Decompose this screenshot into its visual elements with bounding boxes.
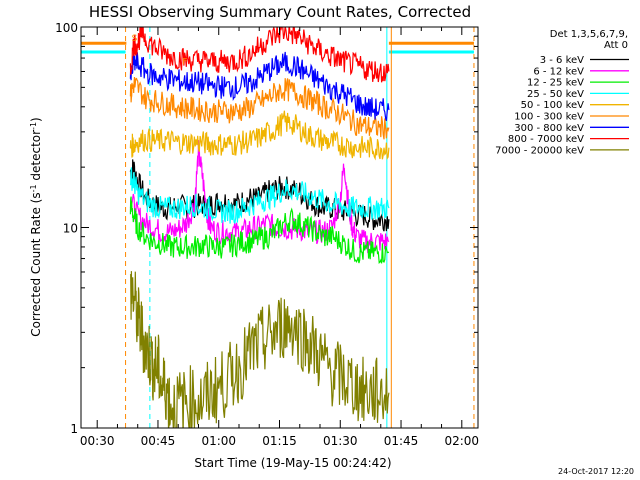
- x-tick-label: 01:45: [384, 434, 419, 448]
- axes-frame: 00:30 00:45 01:00 01:15 01:30 01:45 02:00 1 10 10…: [55, 21, 479, 448]
- x-tick-label: 01:30: [323, 434, 358, 448]
- series-line-300-800-kev: [129, 51, 390, 121]
- legend-label-3-6-kev: 3 - 6 keV: [540, 55, 584, 66]
- legend-label-7000-20000-kev: 7000 - 20000 keV: [495, 145, 584, 156]
- legend-label-12-25-kev: 12 - 25 keV: [527, 78, 584, 89]
- x-tick-label: 00:45: [141, 434, 176, 448]
- legend-label-100-300-kev: 100 - 300 keV: [514, 112, 584, 123]
- y-tick-label: 100: [55, 21, 78, 35]
- x-tick-label: 01:00: [201, 434, 236, 448]
- legend-label-25-50-kev: 25 - 50 keV: [527, 89, 584, 100]
- flag-f: F: [182, 58, 187, 68]
- y-axis-label-prefix: Corrected Count Rate (s: [29, 192, 43, 336]
- y-axis-label-suffix: ): [29, 117, 43, 122]
- series-line-100-300-kev: [129, 76, 390, 140]
- y-tick-label: 1: [70, 422, 78, 436]
- legend-label-6-12-kev: 6 - 12 keV: [533, 66, 584, 77]
- series-line-25-50-kev: [129, 167, 390, 225]
- x-tick-label: 01:15: [262, 434, 297, 448]
- y-tick-label: 10: [63, 222, 78, 236]
- timestamp: 24-Oct-2017 12:20: [558, 467, 634, 476]
- y-axis-label-sup2: -1: [29, 122, 38, 130]
- y-axis-label-mid: detector: [29, 130, 43, 185]
- plot-clipped-group: SF: [81, 27, 475, 428]
- legend-header-attenuator: Att 0: [604, 40, 628, 51]
- legend-label-50-100-kev: 50 - 100 keV: [521, 100, 585, 111]
- legend-label-300-800-kev: 300 - 800 keV: [514, 123, 584, 134]
- y-axis-label: Corrected Count Rate (s-1 detector-1): [29, 117, 44, 336]
- series-line-800-7000-kev: [129, 27, 390, 83]
- legend-label-800-7000-kev: 800 - 7000 keV: [508, 134, 584, 145]
- x-tick-label: 00:30: [80, 434, 115, 448]
- flag-s: S: [132, 34, 138, 44]
- series-line-50-100-kev: [129, 110, 390, 161]
- chart-title: HESSI Observing Summary Count Rates, Cor…: [89, 3, 471, 21]
- plot-area: SF: [81, 27, 475, 428]
- y-axis-label-sup1: -1: [29, 184, 38, 192]
- legend-header-detectors: Det 1,3,5,6,7,9,: [550, 29, 628, 40]
- series-line-12-25-kev: [129, 196, 390, 265]
- series-line-7000-20000-kev: [129, 271, 390, 428]
- x-axis-label: Start Time (19-May-15 00:24:42): [194, 456, 391, 470]
- x-tick-label: 02:00: [444, 434, 479, 448]
